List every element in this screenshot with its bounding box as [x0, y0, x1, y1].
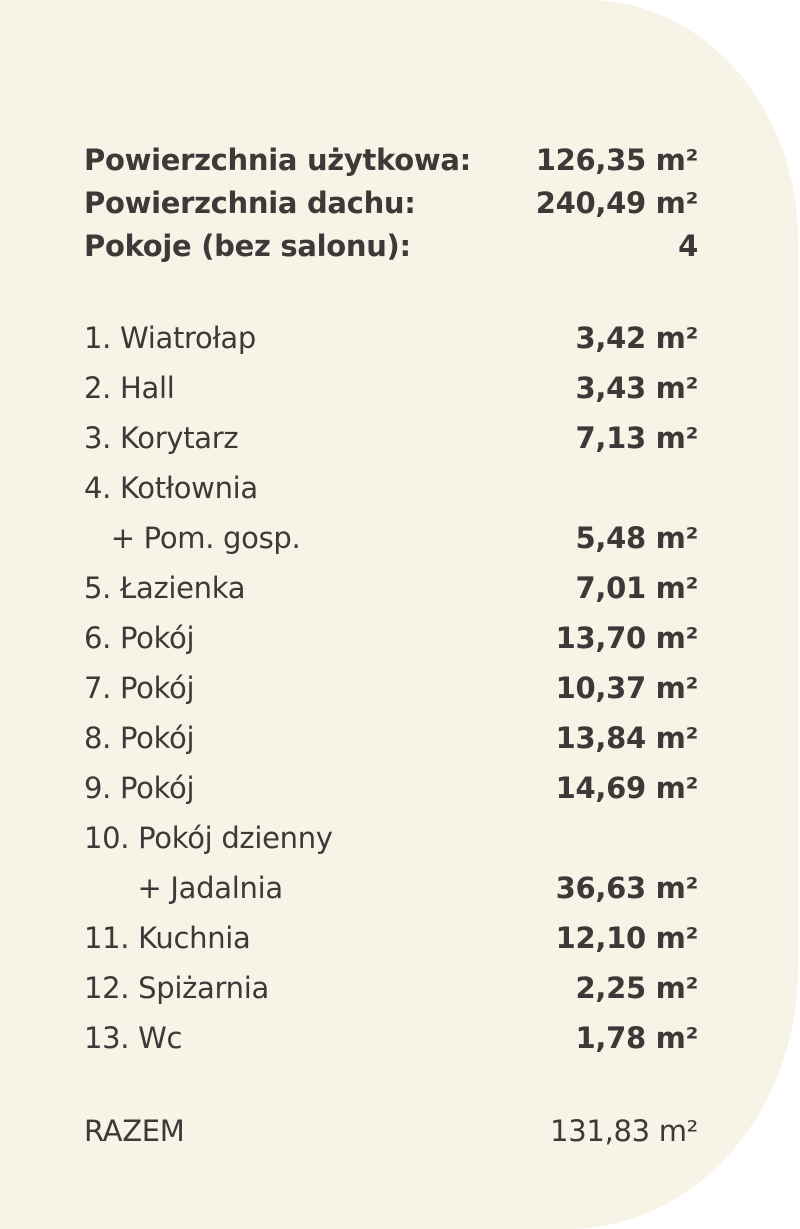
row-label: 8. Pokój: [84, 721, 195, 755]
row-value: 1,78 m²: [575, 1021, 699, 1055]
row-value: 131,83 m²: [550, 1114, 698, 1148]
row-label: 6. Pokój: [84, 621, 195, 655]
row-value: 7,13 m²: [575, 421, 699, 455]
room-row: + Jadalnia 36,63 m²: [84, 868, 699, 908]
room-row: 12. Spiżarnia 2,25 m²: [84, 968, 698, 1008]
room-row: 3. Korytarz 7,13 m²: [84, 418, 698, 458]
row-label: RAZEM: [84, 1114, 185, 1148]
row-label: 12. Spiżarnia: [84, 971, 269, 1005]
room-row: 5. Łazienka 7,01 m²: [84, 568, 698, 608]
row-label: 5. Łazienka: [84, 571, 246, 605]
row-label: 11. Kuchnia: [84, 921, 251, 955]
row-value: 36,63 m²: [555, 871, 699, 905]
row-value: 14,69 m²: [555, 771, 699, 805]
row-value: 126,35 m²: [535, 143, 699, 177]
row-value: 2,25 m²: [575, 971, 699, 1005]
row-label: Powierzchnia użytkowa:: [84, 143, 471, 177]
row-value: 7,01 m²: [575, 571, 699, 605]
row-value: 3,43 m²: [575, 371, 699, 405]
row-value: 4: [678, 229, 698, 263]
room-row: 7. Pokój 10,37 m²: [84, 668, 698, 708]
summary-row: Powierzchnia dachu: 240,49 m²: [84, 183, 698, 223]
room-row: 2. Hall 3,43 m²: [84, 368, 698, 408]
row-value: 12,10 m²: [555, 921, 699, 955]
row-label: Pokoje (bez salonu):: [84, 229, 411, 263]
room-row: 11. Kuchnia 12,10 m²: [84, 918, 698, 958]
row-label: Powierzchnia dachu:: [84, 186, 416, 220]
row-value: 3,42 m²: [575, 321, 699, 355]
row-value: 13,84 m²: [555, 721, 699, 755]
room-row: 6. Pokój 13,70 m²: [84, 618, 698, 658]
row-label: + Jadalnia: [84, 871, 284, 905]
row-label: 2. Hall: [84, 371, 175, 405]
row-value: 5,48 m²: [575, 521, 699, 555]
row-label: 4. Kotłownia: [84, 471, 258, 505]
room-row: 9. Pokój 14,69 m²: [84, 768, 698, 808]
room-row: 8. Pokój 13,84 m²: [84, 718, 698, 758]
row-label: + Pom. gosp.: [84, 521, 301, 555]
row-label: 10. Pokój dzienny: [84, 821, 333, 855]
room-row: 1. Wiatrołap 3,42 m²: [84, 318, 698, 358]
row-label: 7. Pokój: [84, 671, 195, 705]
room-row: 4. Kotłownia: [84, 468, 698, 508]
row-value: 240,49 m²: [535, 186, 699, 220]
summary-row: Pokoje (bez salonu): 4: [84, 226, 698, 266]
row-label: 1. Wiatrołap: [84, 321, 256, 355]
summary-row: Powierzchnia użytkowa: 126,35 m²: [84, 140, 698, 180]
room-row: 10. Pokój dzienny: [84, 818, 698, 858]
room-row: + Pom. gosp. 5,48 m²: [84, 518, 699, 558]
room-row: 13. Wc 1,78 m²: [84, 1018, 698, 1058]
row-label: 9. Pokój: [84, 771, 195, 805]
row-label: 3. Korytarz: [84, 421, 239, 455]
row-value: 10,37 m²: [555, 671, 699, 705]
row-value: 13,70 m²: [555, 621, 699, 655]
total-row: RAZEM 131,83 m²: [84, 1111, 698, 1151]
row-label: 13. Wc: [84, 1021, 183, 1055]
